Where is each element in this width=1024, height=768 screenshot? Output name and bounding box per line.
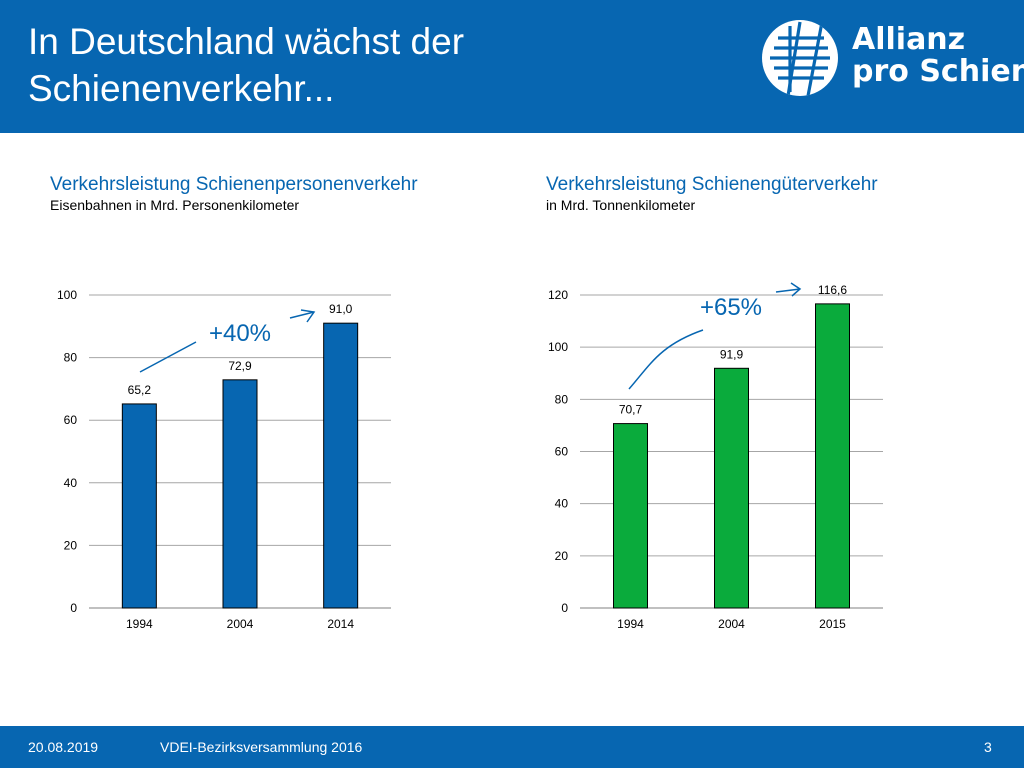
logo-line2: pro Schiene bbox=[852, 54, 1024, 89]
logo-line1: Allianz bbox=[852, 22, 966, 57]
data-label: 91,0 bbox=[329, 302, 353, 316]
y-tick-label: 40 bbox=[64, 476, 78, 490]
y-tick-label: 100 bbox=[548, 340, 568, 354]
bar bbox=[815, 303, 850, 609]
rail-tracks-logo-icon bbox=[762, 20, 838, 96]
bar bbox=[323, 322, 359, 609]
chart2-subtitle: in Mrd. Tonnenkilometer bbox=[546, 197, 696, 213]
bar bbox=[613, 423, 648, 609]
slide-title-line1: In Deutschland wächst der bbox=[28, 21, 465, 62]
growth-arrow-line bbox=[628, 329, 704, 390]
bar bbox=[121, 403, 157, 609]
chart1-title: Verkehrsleistung Schienenpersonenverkehr bbox=[50, 174, 418, 195]
y-tick-label: 60 bbox=[64, 413, 78, 427]
slide-title: In Deutschland wächst der Schienenverkeh… bbox=[28, 18, 588, 112]
x-tick-label: 2004 bbox=[718, 617, 745, 631]
data-label: 65,2 bbox=[128, 383, 152, 397]
data-label: 70,7 bbox=[619, 403, 643, 417]
growth-annotation: +65% bbox=[700, 294, 762, 321]
data-label: 91,9 bbox=[720, 347, 744, 361]
y-tick-label: 80 bbox=[64, 351, 78, 365]
y-tick-label: 0 bbox=[561, 601, 568, 615]
footer-event: VDEI-Bezirksversammlung 2016 bbox=[160, 739, 363, 755]
x-tick-label: 1994 bbox=[126, 617, 153, 631]
slide-header: In Deutschland wächst der Schienenverkeh… bbox=[0, 0, 1024, 133]
data-label: 72,9 bbox=[228, 359, 252, 373]
y-tick-label: 0 bbox=[70, 601, 77, 615]
y-tick-label: 20 bbox=[64, 538, 78, 552]
x-tick-label: 2014 bbox=[327, 617, 354, 631]
x-tick-label: 2015 bbox=[819, 617, 846, 631]
x-tick-label: 1994 bbox=[617, 617, 644, 631]
footer-page-number: 3 bbox=[984, 739, 992, 755]
chart2-heading: Verkehrsleistung Schienengüterverkehr in… bbox=[546, 173, 878, 214]
data-label: 116,6 bbox=[818, 283, 847, 297]
y-tick-label: 20 bbox=[555, 549, 569, 563]
growth-arrow-line bbox=[139, 341, 197, 373]
y-tick-label: 100 bbox=[57, 288, 77, 302]
growth-arrow-line bbox=[775, 288, 801, 293]
arrow-head-icon bbox=[790, 282, 802, 297]
chart2-title: Verkehrsleistung Schienengüterverkehr bbox=[546, 174, 878, 195]
chart1-subtitle: Eisenbahnen in Mrd. Personenkilometer bbox=[50, 197, 300, 213]
y-tick-label: 80 bbox=[555, 392, 569, 406]
growth-arrow-line bbox=[289, 311, 315, 319]
bar bbox=[714, 367, 749, 609]
growth-annotation: +40% bbox=[209, 320, 271, 347]
logo-wordmark: Allianz pro Schiene bbox=[852, 24, 1024, 88]
footer-date: 20.08.2019 bbox=[28, 739, 99, 755]
chart1-heading: Verkehrsleistung Schienenpersonenverkehr… bbox=[50, 173, 418, 214]
x-tick-label: 2004 bbox=[227, 617, 254, 631]
slide-title-line2: Schienenverkehr... bbox=[28, 68, 335, 109]
y-tick-label: 40 bbox=[555, 497, 569, 511]
allianz-pro-schiene-logo: Allianz pro Schiene bbox=[760, 18, 1024, 98]
slide-footer: 20.08.2019 VDEI-Bezirksversammlung 2016 … bbox=[0, 726, 1024, 768]
y-tick-label: 120 bbox=[548, 288, 568, 302]
y-tick-label: 60 bbox=[555, 445, 569, 459]
bar bbox=[222, 379, 258, 609]
arrow-head-icon bbox=[300, 309, 316, 323]
